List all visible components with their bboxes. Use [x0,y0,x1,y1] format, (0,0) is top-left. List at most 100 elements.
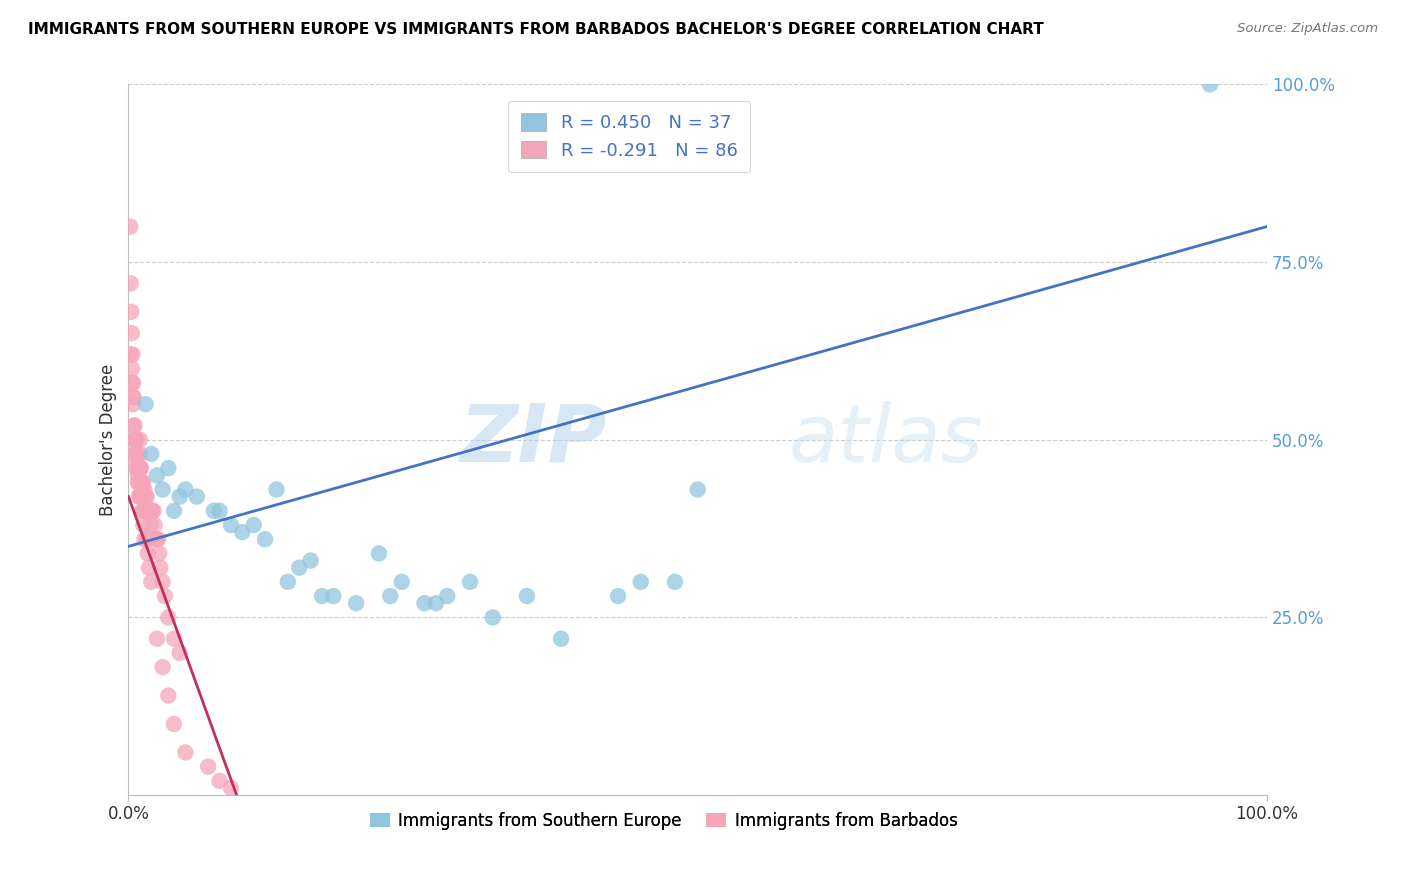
Point [127,461,149,475]
Point [127,475,149,490]
Point [146,632,169,646]
Point [391,574,413,589]
Point [157,610,180,624]
Point [138,504,160,518]
Point [128,475,150,490]
Point [122,376,145,390]
Point [121,347,143,361]
Point [141,447,163,461]
Point [136,546,159,560]
Point [202,504,225,518]
Point [131,483,153,497]
Point [131,490,153,504]
Point [121,326,143,340]
Point [219,518,242,533]
Point [122,433,145,447]
Point [135,504,157,518]
Point [128,461,150,475]
Point [141,574,163,589]
Point [129,490,152,504]
Point [129,461,152,475]
Point [174,746,197,760]
Point [163,632,186,646]
Point [152,660,174,674]
Point [148,546,170,560]
Point [368,546,391,560]
Point [266,483,288,497]
Point [208,504,231,518]
Point [481,610,503,624]
Point [122,418,145,433]
Point [121,376,143,390]
Point [231,525,253,540]
Point [380,589,402,603]
Point [132,504,155,518]
Point [322,589,344,603]
Point [146,468,169,483]
Point [125,461,148,475]
Point [132,518,155,533]
Point [145,533,167,547]
Point [128,490,150,504]
Y-axis label: Bachelor's Degree: Bachelor's Degree [100,364,117,516]
Point [152,574,174,589]
Point [125,433,148,447]
Text: atlas: atlas [789,401,984,479]
Point [242,518,264,533]
Point [630,574,652,589]
Point [141,504,163,518]
Point [135,533,157,547]
Point [122,397,145,411]
Point [131,504,153,518]
Point [122,390,145,404]
Point [125,447,148,461]
Point [135,504,157,518]
Point [174,483,197,497]
Point [152,483,174,497]
Point [131,475,153,490]
Point [124,447,146,461]
Point [120,347,142,361]
Point [186,490,208,504]
Point [288,560,311,574]
Point [120,277,142,291]
Point [208,773,231,788]
Legend: Immigrants from Southern Europe, Immigrants from Barbados: Immigrants from Southern Europe, Immigra… [363,805,965,837]
Point [163,717,186,731]
Point [146,533,169,547]
Point [132,475,155,490]
Point [607,589,630,603]
Point [128,433,150,447]
Point [124,433,146,447]
Point [664,574,686,589]
Point [127,461,149,475]
Point [135,490,157,504]
Point [136,504,159,518]
Point [122,418,145,433]
Point [120,219,142,234]
Point [129,490,152,504]
Point [128,461,150,475]
Point [128,447,150,461]
Text: Source: ZipAtlas.com: Source: ZipAtlas.com [1237,22,1378,36]
Point [254,533,277,547]
Point [124,433,146,447]
Point [344,596,367,610]
Point [135,397,157,411]
Point [128,490,150,504]
Point [146,533,169,547]
Point [516,589,538,603]
Point [125,454,148,468]
Point [157,461,180,475]
Point [134,533,156,547]
Point [138,560,160,574]
Point [131,475,153,490]
Point [169,490,191,504]
Point [121,361,143,376]
Point [169,646,191,660]
Point [299,553,322,567]
Point [311,589,333,603]
Point [153,589,176,603]
Point [129,461,152,475]
Text: IMMIGRANTS FROM SOUTHERN EUROPE VS IMMIGRANTS FROM BARBADOS BACHELOR'S DEGREE CO: IMMIGRANTS FROM SOUTHERN EUROPE VS IMMIG… [28,22,1043,37]
